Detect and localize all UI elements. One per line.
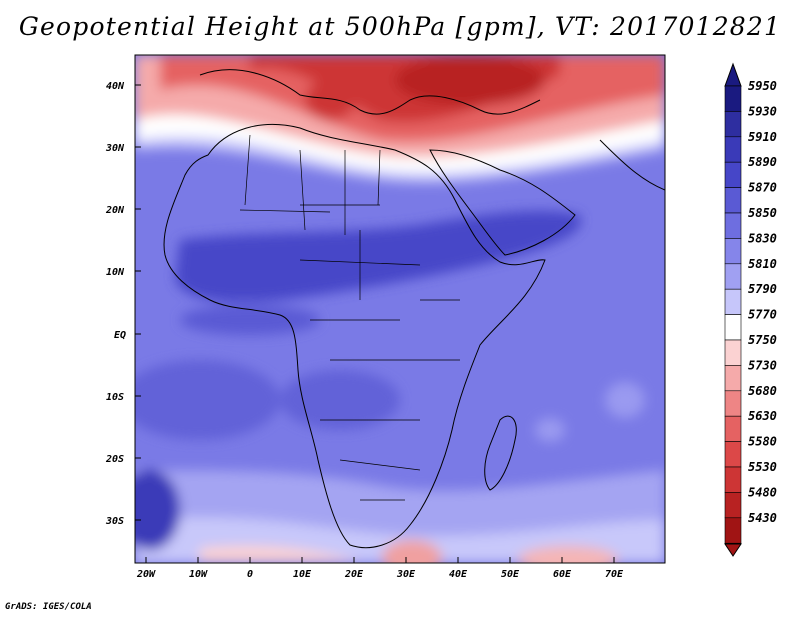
lat-label-7: 30S [105,516,124,527]
colorbar-label-6: 5830 [748,231,777,245]
coastlines [163,69,665,549]
europe-coastline [199,69,541,115]
colorbar-label-8: 5790 [748,282,777,296]
colorbar-label-7: 5810 [748,257,777,271]
colorbar-box-12 [724,390,742,417]
lat-axis: 40N 30N 20N 10N EQ 10S 20S 30S [105,81,141,527]
colorbar-box-17 [724,517,742,544]
colorbar-label-16: 5480 [748,485,777,499]
lon-label-9: 70E [605,569,624,580]
colorbar-label-4: 5870 [748,181,777,195]
colorbar-box-2 [724,136,742,163]
colorbar-label-5: 5850 [748,206,777,220]
madagascar [484,415,517,491]
colorbar-box-6 [724,238,742,265]
colorbar-box-15 [724,466,742,493]
colorbar-label-14: 5580 [748,435,777,449]
arabia-coastline [429,149,576,256]
geopotential-field [135,55,665,563]
colorbar-top-arrow [724,62,742,87]
colorbar-box-13 [724,415,742,442]
colorbar-box-14 [724,441,742,468]
colorbar-label-3: 5890 [748,155,777,169]
colorbar-box-8 [724,288,742,315]
africa-coastline [163,124,546,549]
plot-title: Geopotential Height at 500hPa [gpm], VT:… [18,12,782,41]
colorbar-label-17: 5430 [748,511,777,525]
colorbar-label-1: 5930 [748,104,777,118]
colorbar-box-16 [724,492,742,519]
colorbar-box-10 [724,339,742,366]
grads-credit: GrADS: IGES/COLA [5,602,92,612]
colorbar-label-13: 5630 [748,409,777,423]
colorbar-box-4 [724,187,742,214]
lon-label-7: 50E [501,569,520,580]
lat-label-2: 20N [105,205,125,216]
colorbar-label-0: 5950 [748,79,777,93]
colorbar-box-0 [724,85,742,112]
colorbar-box-11 [724,365,742,392]
lon-label-0: 20W [136,569,156,580]
lon-label-2: 0 [247,569,253,580]
lat-label-4: EQ [114,330,126,341]
colorbar-box-9 [724,314,742,341]
colorbar-label-9: 5770 [748,308,777,322]
india-coastline [599,139,665,191]
lat-label-6: 20S [105,454,124,465]
lat-label-0: 40N [106,81,125,92]
colorbar-box-7 [724,263,742,290]
lon-label-1: 10W [189,569,208,580]
lat-label-1: 30N [105,143,125,154]
colorbar-label-11: 5730 [748,358,777,372]
colorbar-label-15: 5530 [748,460,777,474]
colorbar-box-1 [724,111,742,138]
lon-label-8: 60E [553,569,572,580]
map-frame [134,54,666,564]
lat-label-5: 10S [106,392,124,403]
colorbar-box-3 [724,161,742,188]
colorbar-bottom-arrow [724,543,742,557]
colorbar-label-10: 5750 [748,333,777,347]
lon-label-4: 20E [344,569,364,580]
lon-label-5: 30E [396,569,416,580]
borders [239,134,460,501]
lon-label-3: 10E [293,569,312,580]
lat-label-3: 10N [106,267,125,278]
colorbar-label-2: 5910 [748,130,777,144]
lon-label-6: 40E [449,569,468,580]
colorbar-label-12: 5680 [748,384,777,398]
lon-axis: 20W 10W 0 10E 20E 30E 40E 50E 60E 70E [136,557,624,580]
colorbar-box-5 [724,212,742,239]
colorbar: 5950 5930 5910 5890 5870 5850 5830 5810 5790 5770… [724,62,777,557]
